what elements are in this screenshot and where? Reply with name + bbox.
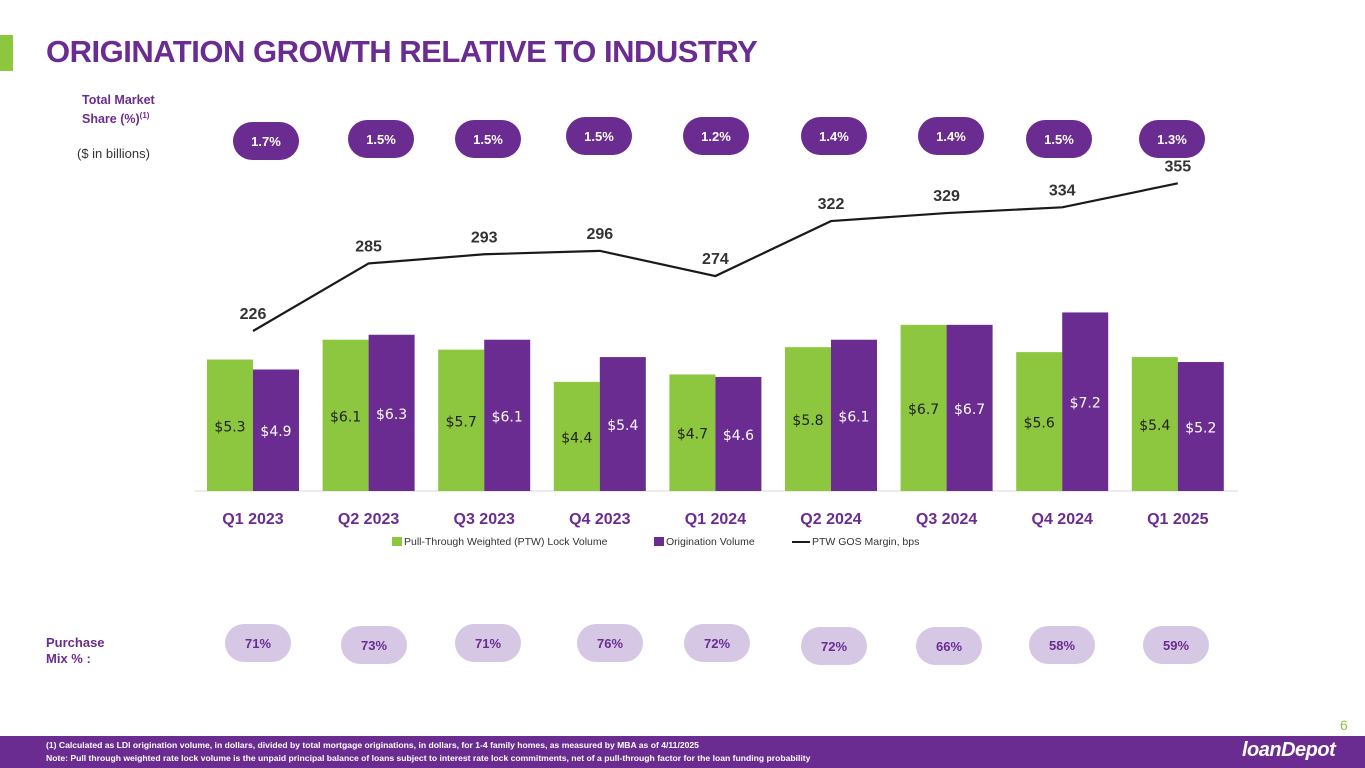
ptw-lock-volume-label: $5.7 xyxy=(446,414,477,430)
market-share-oval: 1.5% xyxy=(566,117,632,155)
market-share-oval: 1.4% xyxy=(918,117,984,155)
purchase-mix-oval: 71% xyxy=(225,624,291,662)
origination-volume-bar xyxy=(253,369,299,491)
ptw-lock-volume-label: $5.3 xyxy=(214,419,245,435)
origination-volume-label: $6.1 xyxy=(492,409,523,425)
purchase-mix-oval: 73% xyxy=(341,626,407,664)
gos-margin-label: 334 xyxy=(1049,182,1076,199)
units-note: ($ in billions) xyxy=(77,146,150,161)
gos-margin-label: 329 xyxy=(933,188,960,205)
x-tick-label: Q4 2023 xyxy=(569,511,630,528)
origination-volume-label: $6.1 xyxy=(838,409,869,425)
ptw-lock-volume-label: $4.4 xyxy=(561,430,592,446)
purchase-mix-oval: 58% xyxy=(1029,626,1095,664)
market-share-label: Total Market Share (%)(1) xyxy=(82,93,172,127)
market-share-oval: 1.2% xyxy=(683,117,749,155)
gos-margin-label: 274 xyxy=(702,251,729,268)
x-tick-label: Q1 2025 xyxy=(1147,511,1208,528)
gos-margin-label: 293 xyxy=(471,229,498,246)
gos-margin-label: 355 xyxy=(1164,158,1191,175)
ptw-lock-volume-bar xyxy=(1016,352,1063,491)
origination-volume-label: $6.3 xyxy=(376,407,407,423)
legend-label: PTW GOS Margin, bps xyxy=(812,536,919,548)
origination-volume-bar xyxy=(1177,362,1224,491)
x-tick-label: Q3 2023 xyxy=(454,511,515,528)
origination-volume-label: $5.2 xyxy=(1185,421,1216,437)
origination-volume-label: $6.7 xyxy=(954,402,985,418)
ptw-lock-volume-bar xyxy=(322,339,369,491)
ptw-lock-volume-label: $6.1 xyxy=(330,409,361,425)
x-tick-label: Q2 2024 xyxy=(800,511,861,528)
ptw-lock-volume-bar xyxy=(438,349,485,491)
ptw-lock-volume-label: $5.8 xyxy=(792,413,823,429)
ptw-lock-volume-label: $4.7 xyxy=(677,427,708,443)
origination-volume-label: $4.9 xyxy=(260,424,291,440)
origination-volume-label: $5.4 xyxy=(607,418,638,434)
ptw-lock-volume-label: $5.6 xyxy=(1024,416,1055,432)
gos-margin-label: 296 xyxy=(586,226,613,243)
gos-margin-label: 226 xyxy=(240,306,267,323)
origination-chart: $5.3 $4.9 Q1 2023 $6.1 $6.3 Q2 2023 $5.7 $6.1 Q3… xyxy=(195,158,1238,548)
market-share-oval: 1.4% xyxy=(801,117,867,155)
ptw-lock-volume-bar xyxy=(207,359,253,491)
legend-ptw-swatch xyxy=(392,537,402,546)
loandepot-logo: loanDepot xyxy=(1242,739,1336,761)
market-share-oval: 1.5% xyxy=(455,120,521,158)
market-share-oval: 1.5% xyxy=(1026,120,1092,158)
market-share-label-text: Total Market Share (%) xyxy=(82,93,155,127)
page-title: ORIGINATION GROWTH RELATIVE TO INDUSTRY xyxy=(46,34,758,69)
origination-volume-bar xyxy=(484,339,531,491)
footnote-1: (1) Calculated as LDI origination volume… xyxy=(46,740,699,750)
x-tick-label: Q4 2024 xyxy=(1032,511,1093,528)
legend-label: Pull-Through Weighted (PTW) Lock Volume xyxy=(404,536,608,548)
footer-bar xyxy=(0,736,1365,768)
gos-margin-line xyxy=(252,182,1179,332)
origination-volume-bar xyxy=(831,339,877,491)
page-number: 6 xyxy=(1340,717,1348,733)
ptw-lock-volume-bar xyxy=(900,324,947,491)
ptw-lock-volume-bar xyxy=(553,381,600,491)
title-accent-bar xyxy=(0,35,13,71)
purchase-mix-oval: 76% xyxy=(577,624,643,662)
x-tick-label: Q1 2024 xyxy=(685,511,746,528)
x-tick-label: Q3 2024 xyxy=(916,511,977,528)
market-share-oval: 1.3% xyxy=(1139,120,1205,158)
origination-volume-bar xyxy=(715,376,762,491)
ptw-lock-volume-bar xyxy=(1131,357,1178,491)
purchase-mix-oval: 72% xyxy=(801,627,867,665)
ptw-lock-volume-label: $5.4 xyxy=(1139,418,1170,434)
ptw-lock-volume-label: $6.7 xyxy=(908,402,939,418)
gos-margin-label: 285 xyxy=(355,238,382,255)
purchase-mix-oval: 66% xyxy=(916,627,982,665)
origination-volume-label: $4.6 xyxy=(723,428,754,444)
purchase-mix-oval: 71% xyxy=(455,624,521,662)
purchase-mix-oval: 72% xyxy=(684,624,750,662)
market-share-oval: 1.7% xyxy=(233,122,299,160)
origination-volume-bar xyxy=(946,324,993,491)
legend-origination-swatch xyxy=(654,537,664,546)
purchase-mix-label: Purchase Mix % : xyxy=(46,635,105,667)
origination-volume-bar xyxy=(599,357,646,491)
footnote-2: Note: Pull through weighted rate lock vo… xyxy=(46,753,811,763)
origination-volume-bar xyxy=(368,334,415,491)
ptw-lock-volume-bar xyxy=(669,374,716,491)
purchase-mix-oval: 59% xyxy=(1143,626,1209,664)
purchase-mix-label-line1: Purchase xyxy=(46,635,105,650)
gos-margin-label: 322 xyxy=(818,196,845,213)
origination-volume-bar xyxy=(1062,312,1109,491)
origination-volume-label: $7.2 xyxy=(1070,396,1101,412)
market-share-footnote-ref: (1) xyxy=(139,111,150,120)
ptw-lock-volume-bar xyxy=(785,347,831,491)
x-tick-label: Q2 2023 xyxy=(338,511,399,528)
legend-label: Origination Volume xyxy=(666,536,755,548)
x-tick-label: Q1 2023 xyxy=(222,511,283,528)
market-share-oval: 1.5% xyxy=(348,120,414,158)
purchase-mix-label-line2: Mix % : xyxy=(46,651,91,666)
